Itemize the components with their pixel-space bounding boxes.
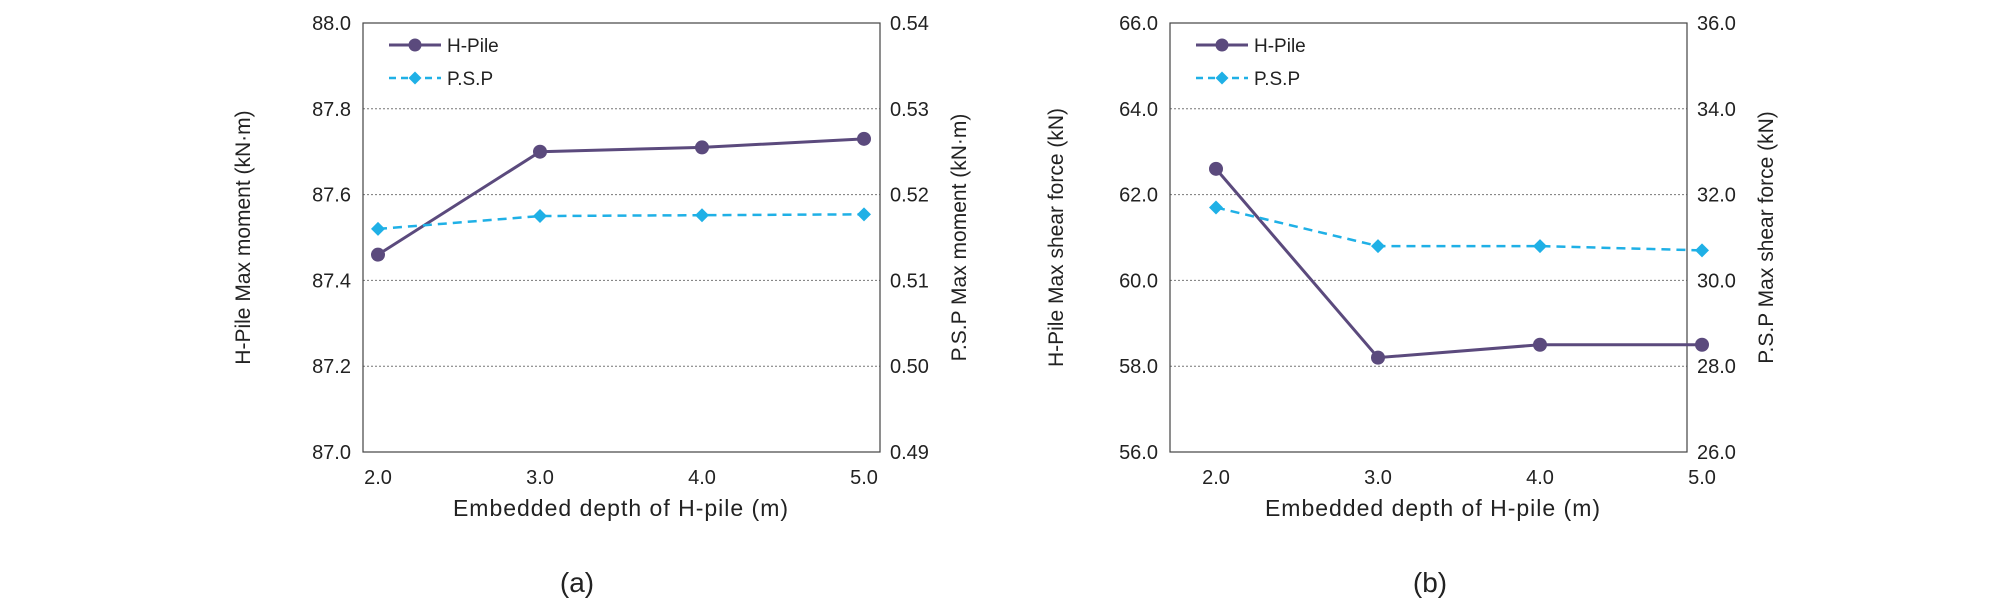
y2-axis-title: P.S.P Max moment (kN·m) <box>948 114 971 362</box>
legend-label: H-Pile <box>1254 36 1306 57</box>
h-pile-data-point <box>1209 161 1223 176</box>
legend-box <box>1188 26 1328 96</box>
y2-tick-label: 0.52 <box>890 185 929 207</box>
y2-tick-label: 28.0 <box>1697 356 1736 378</box>
x-tick-label: 4.0 <box>688 467 716 489</box>
x-axis-title: Embedded depth of H-pile (m) <box>1265 495 1601 521</box>
y2-tick-label: 32.0 <box>1697 185 1736 207</box>
psp-data-point <box>371 221 385 236</box>
legend-psp-marker <box>1215 71 1229 85</box>
y2-tick-label: 0.50 <box>890 356 929 378</box>
y2-tick-label: 0.51 <box>890 270 929 292</box>
legend-h-pile-marker <box>408 38 422 52</box>
y-tick-label: 58.0 <box>1119 356 1158 378</box>
legend-label: P.S.P <box>1254 69 1300 90</box>
y-tick-label: 64.0 <box>1119 99 1158 121</box>
y2-tick-label: 34.0 <box>1697 99 1736 121</box>
y-tick-label: 87.0 <box>312 442 351 464</box>
x-tick-label: 3.0 <box>1364 467 1392 489</box>
x-tick-label: 2.0 <box>1202 467 1230 489</box>
h-pile-data-point <box>857 131 871 146</box>
plot-frame <box>1169 22 1688 453</box>
legend-box <box>381 26 521 96</box>
y-tick-label: 87.4 <box>312 270 351 292</box>
h-pile-data-point <box>1533 337 1547 352</box>
psp-data-point <box>1695 243 1709 258</box>
h-pile-data-point <box>533 144 547 159</box>
h-pile-data-point <box>1371 350 1385 365</box>
y-tick-label: 87.2 <box>312 356 351 378</box>
x-tick-label: 2.0 <box>364 467 392 489</box>
psp-data-point <box>533 209 547 224</box>
y-tick-label: 87.8 <box>312 99 351 121</box>
h-pile-series-line <box>377 137 865 256</box>
panel-label: (a) <box>560 567 594 598</box>
psp-data-point <box>1209 200 1223 215</box>
y-tick-label: 66.0 <box>1119 13 1158 35</box>
psp-data-point <box>857 207 871 222</box>
h-pile-data-point <box>1695 337 1709 352</box>
x-tick-label: 3.0 <box>526 467 554 489</box>
y2-tick-label: 26.0 <box>1697 442 1736 464</box>
legend-label: P.S.P <box>447 69 493 90</box>
y-tick-label: 87.6 <box>312 185 351 207</box>
x-axis-title: Embedded depth of H-pile (m) <box>453 495 789 521</box>
y-tick-label: 56.0 <box>1119 442 1158 464</box>
y2-tick-label: 36.0 <box>1697 13 1736 35</box>
psp-data-point <box>1533 239 1547 254</box>
chart-panel-a: 87.0 87.2 87.4 87.6 87.8 88.0 0.49 0.50 0.51 0.52… <box>232 13 971 598</box>
plot-frame <box>362 22 881 453</box>
psp-data-point <box>1371 239 1385 254</box>
psp-data-point <box>695 208 709 223</box>
y-axis-title: H-Pile Max moment (kN·m) <box>232 110 255 364</box>
y-tick-label: 60.0 <box>1119 270 1158 292</box>
legend-psp-marker <box>408 71 422 85</box>
h-pile-data-point <box>695 140 709 155</box>
panel-label: (b) <box>1413 567 1447 598</box>
legend-h-pile-marker <box>1215 38 1229 52</box>
x-tick-label: 4.0 <box>1526 467 1554 489</box>
legend-label: H-Pile <box>447 36 499 57</box>
h-pile-series-line <box>1214 167 1702 360</box>
y2-tick-label: 30.0 <box>1697 270 1736 292</box>
y-tick-label: 62.0 <box>1119 185 1158 207</box>
x-tick-label: 5.0 <box>1688 467 1716 489</box>
h-pile-data-point <box>371 247 385 262</box>
y2-axis-title: P.S.P Max shear force (kN) <box>1755 111 1778 363</box>
y2-tick-label: 0.54 <box>890 13 929 35</box>
y2-tick-label: 0.49 <box>890 442 929 464</box>
chart-panel-b: 56.0 58.0 60.0 62.0 64.0 66.0 26.0 28.0 30.0 32.0… <box>1045 13 1778 598</box>
y-axis-title: H-Pile Max shear force (kN) <box>1045 108 1068 367</box>
y-tick-label: 88.0 <box>312 13 351 35</box>
x-tick-label: 5.0 <box>850 467 878 489</box>
psp-series-line <box>1215 206 1703 252</box>
y2-tick-label: 0.53 <box>890 99 929 121</box>
psp-series-line <box>377 213 865 231</box>
